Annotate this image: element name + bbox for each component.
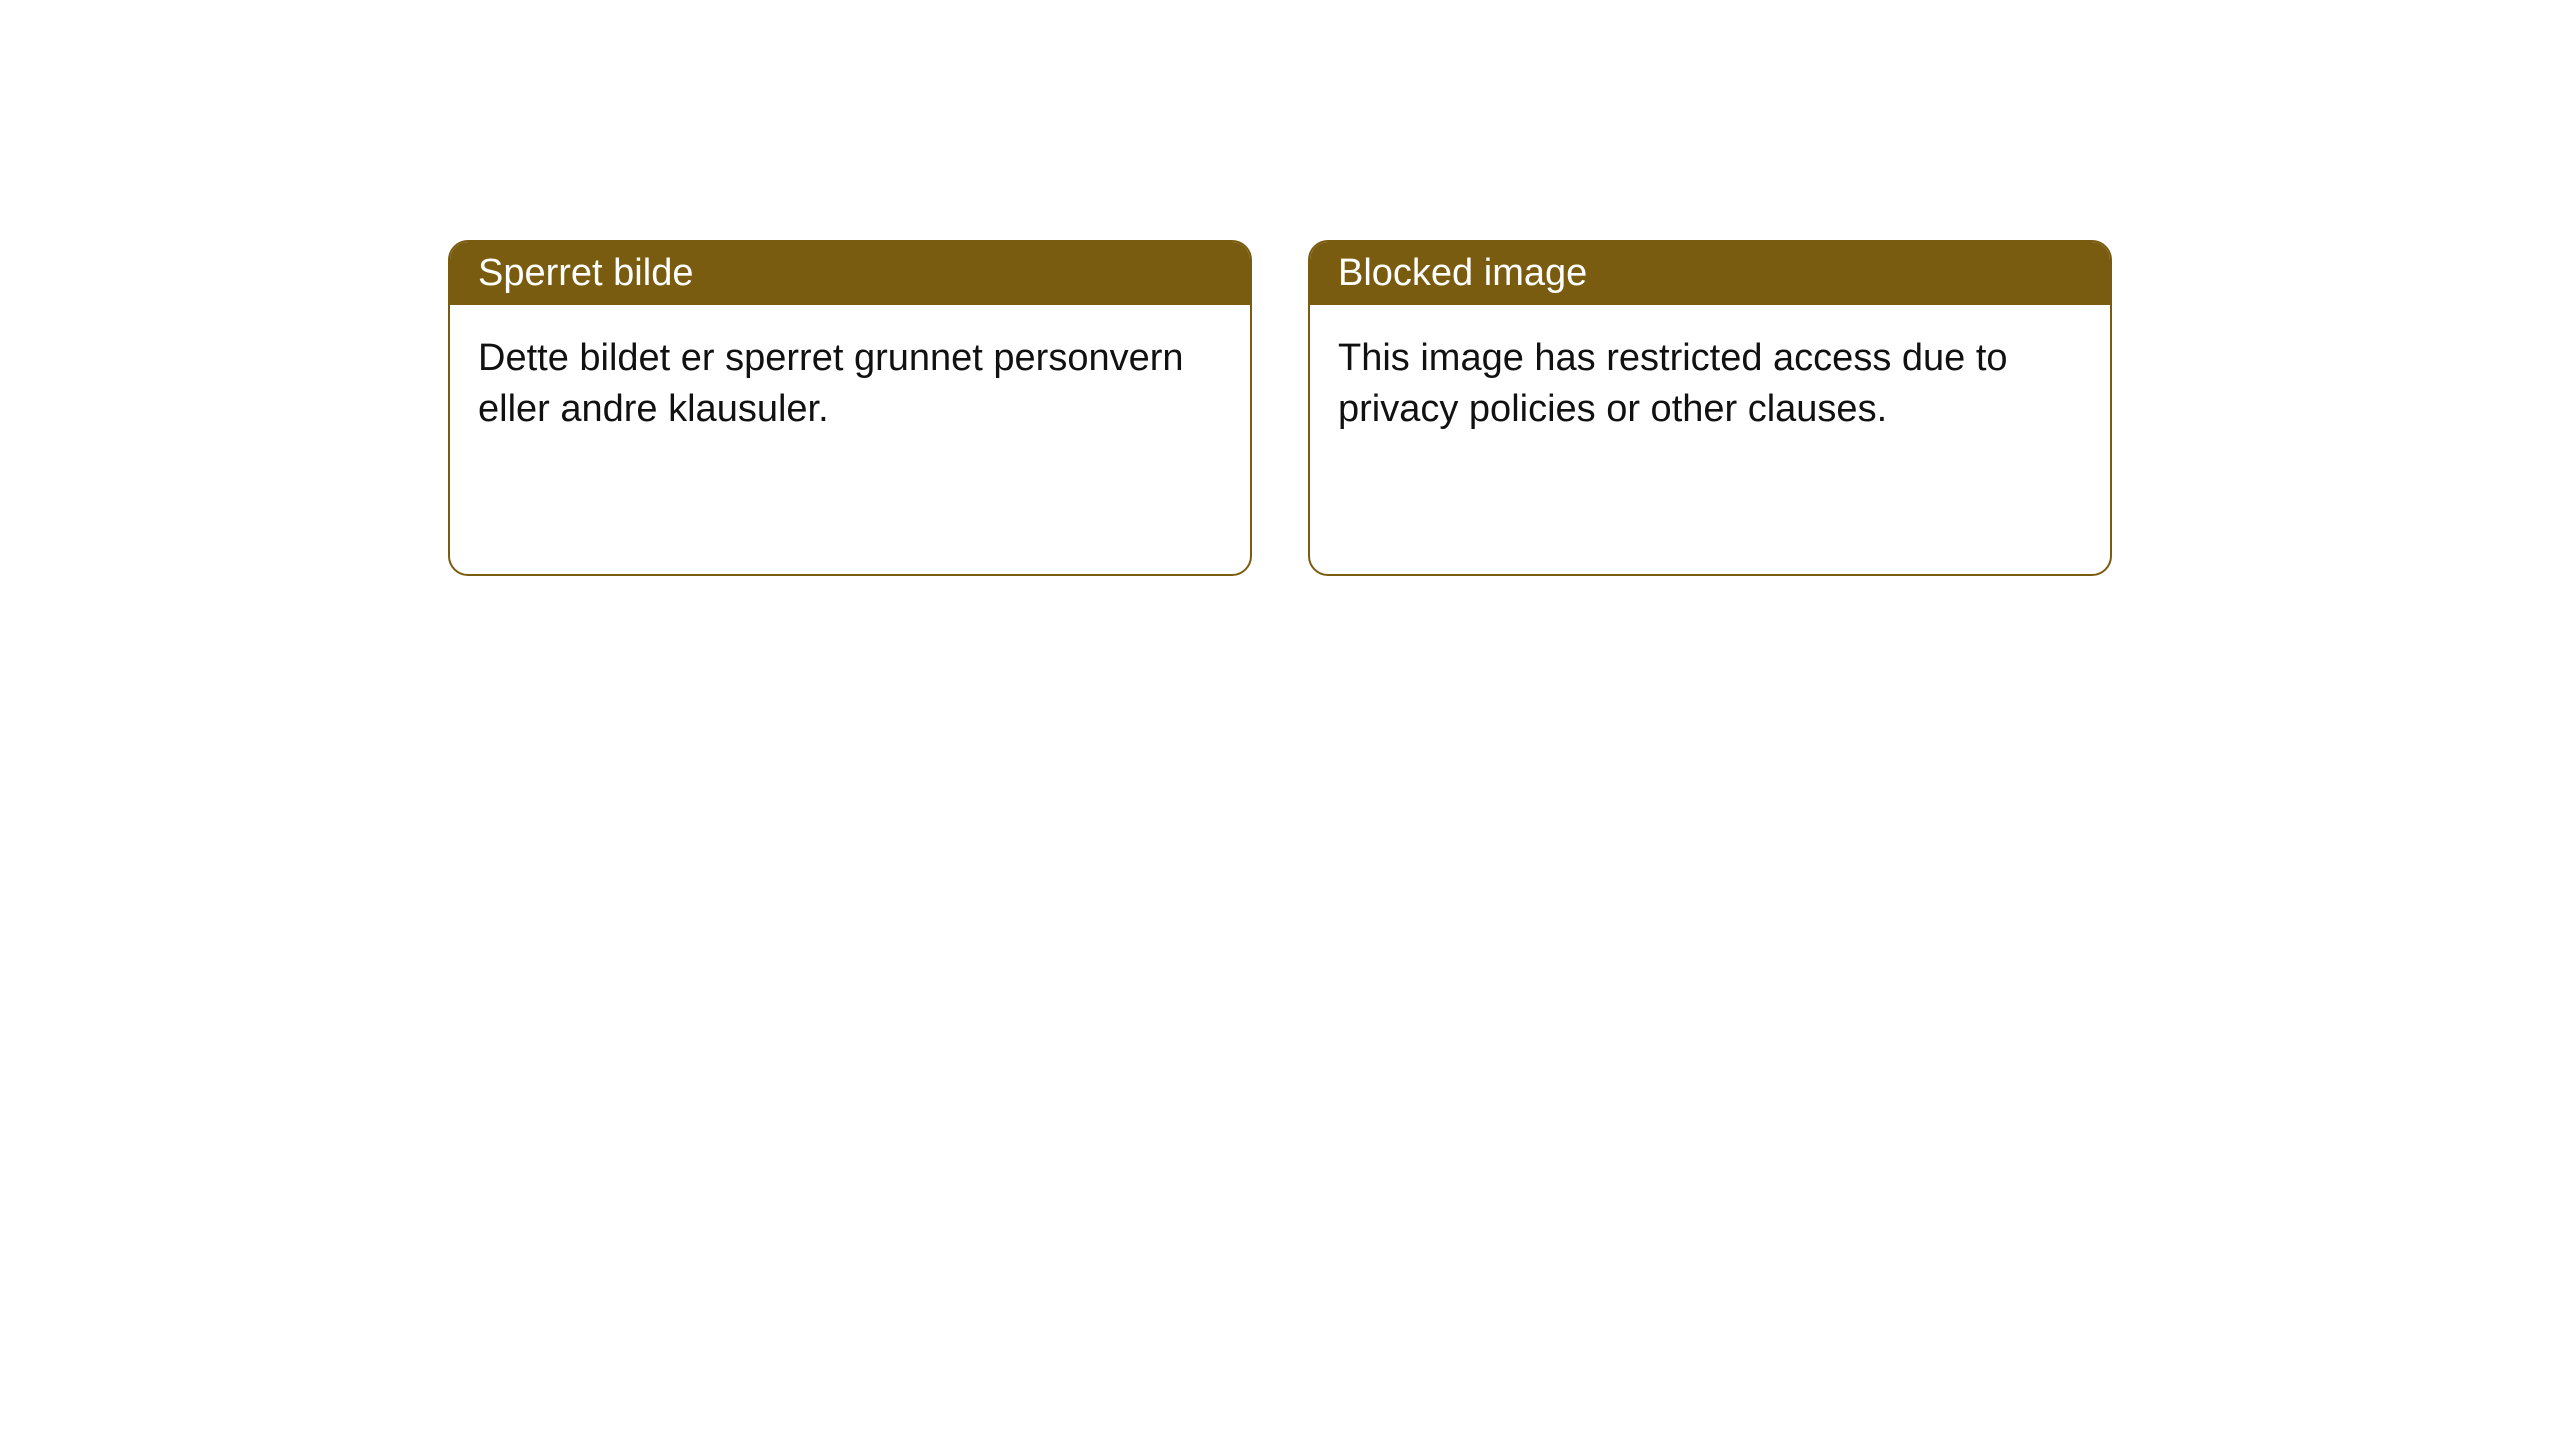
notice-text: This image has restricted access due to … <box>1338 337 2008 430</box>
notice-body: Dette bildet er sperret grunnet personve… <box>450 305 1250 464</box>
notices-container: Sperret bilde Dette bildet er sperret gr… <box>0 0 2560 576</box>
notice-text: Dette bildet er sperret grunnet personve… <box>478 337 1184 430</box>
notice-body: This image has restricted access due to … <box>1310 305 2110 464</box>
notice-title: Blocked image <box>1338 252 1587 294</box>
notice-card-norwegian: Sperret bilde Dette bildet er sperret gr… <box>448 240 1252 576</box>
notice-header: Blocked image <box>1310 242 2110 305</box>
notice-card-english: Blocked image This image has restricted … <box>1308 240 2112 576</box>
notice-header: Sperret bilde <box>450 242 1250 305</box>
notice-title: Sperret bilde <box>478 252 693 294</box>
